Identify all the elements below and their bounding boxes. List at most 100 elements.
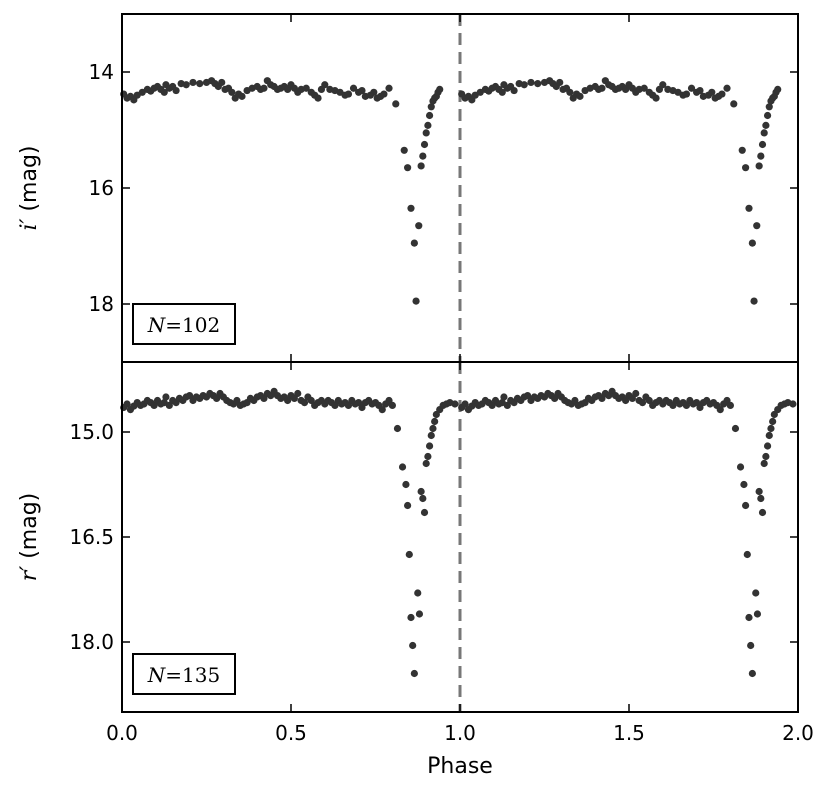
data-point	[300, 399, 309, 407]
data-point	[718, 90, 726, 98]
data-point	[407, 204, 415, 212]
data-point	[302, 84, 310, 92]
data-point	[757, 152, 765, 160]
data-point	[370, 88, 378, 96]
y-tick-label: 15.0	[69, 420, 114, 444]
data-point	[349, 84, 358, 92]
sample-size-label: N=135	[147, 663, 220, 687]
x-tick-label: 0.0	[106, 721, 138, 745]
data-point	[745, 613, 753, 622]
data-point	[123, 400, 131, 408]
data-point	[652, 94, 660, 102]
data-point	[755, 162, 763, 170]
data-point	[321, 81, 329, 89]
data-point	[738, 146, 746, 154]
data-point	[638, 399, 647, 407]
top-panel: 14 16 18 N=102 i′ (mag)	[17, 13, 799, 363]
data-point	[769, 417, 777, 426]
data-point	[294, 389, 302, 398]
data-point	[682, 90, 691, 98]
data-point	[417, 487, 425, 496]
data-point	[747, 641, 755, 650]
y-tick-label: 18.0	[69, 630, 114, 654]
data-point	[745, 204, 753, 212]
y-axis-title: r′ (mag)	[17, 493, 42, 582]
data-point	[415, 610, 424, 618]
data-point	[419, 152, 427, 160]
data-point	[436, 85, 444, 93]
data-point	[752, 589, 760, 597]
data-point	[398, 463, 407, 471]
data-point	[425, 111, 434, 120]
data-point	[740, 480, 748, 489]
data-point	[758, 140, 767, 149]
data-point	[431, 417, 439, 426]
data-point	[419, 494, 427, 503]
data-point	[385, 84, 393, 92]
data-point	[260, 84, 268, 92]
data-point	[755, 487, 763, 496]
data-point	[659, 81, 667, 89]
data-point	[388, 401, 396, 409]
data-point	[402, 480, 410, 489]
data-point	[760, 459, 768, 468]
data-point	[412, 297, 420, 305]
data-point	[427, 431, 435, 440]
y-tick-label: 16.5	[69, 525, 114, 549]
data-point	[763, 442, 772, 450]
data-point	[708, 88, 716, 96]
data-point	[420, 508, 429, 517]
data-point	[763, 111, 772, 120]
data-point	[407, 613, 415, 622]
data-point	[404, 501, 412, 510]
data-point	[760, 129, 768, 137]
data-point	[160, 88, 168, 96]
data-point	[753, 222, 761, 230]
axis-labels: 0.0 0.5 1.0 1.5 2.0 Phase	[106, 721, 814, 779]
data-point	[742, 164, 750, 172]
data-point	[162, 393, 170, 401]
data-point	[404, 164, 412, 172]
data-point	[189, 78, 197, 87]
data-point	[767, 424, 775, 433]
data-point	[392, 100, 400, 108]
data-point	[218, 78, 226, 87]
data-point	[520, 81, 528, 89]
data-point	[238, 92, 246, 100]
data-point	[427, 103, 435, 111]
data-point	[748, 669, 756, 678]
y-tick-label: 14	[89, 60, 114, 84]
data-point	[765, 431, 773, 440]
data-point	[393, 424, 402, 433]
bottom-panel: 15.0 16.5 18.0 N=135 r′ (mag)	[17, 361, 799, 713]
data-point	[723, 84, 731, 92]
data-point	[172, 86, 180, 95]
data-point	[422, 459, 430, 468]
data-point	[417, 162, 425, 170]
data-point	[757, 494, 765, 503]
data-point	[753, 610, 762, 618]
data-point	[314, 94, 322, 102]
data-point	[414, 589, 422, 597]
sample-size-box	[132, 303, 236, 345]
x-tick-label: 1.5	[613, 721, 645, 745]
data-point	[405, 550, 413, 559]
data-point	[400, 146, 408, 154]
data-point	[762, 452, 770, 461]
sample-size-label: N=102	[147, 313, 220, 337]
data-point	[424, 452, 432, 461]
data-point	[730, 100, 738, 108]
data-point	[534, 80, 542, 88]
data-point	[461, 400, 469, 408]
data-point	[429, 424, 437, 433]
data-point	[422, 129, 430, 137]
data-point	[736, 463, 745, 471]
data-point	[765, 103, 773, 111]
data-point	[424, 121, 432, 129]
data-point	[576, 92, 584, 100]
data-point	[750, 297, 758, 305]
data-point	[731, 424, 740, 433]
data-point	[451, 400, 459, 408]
data-point	[196, 80, 204, 88]
data-point	[687, 84, 696, 92]
